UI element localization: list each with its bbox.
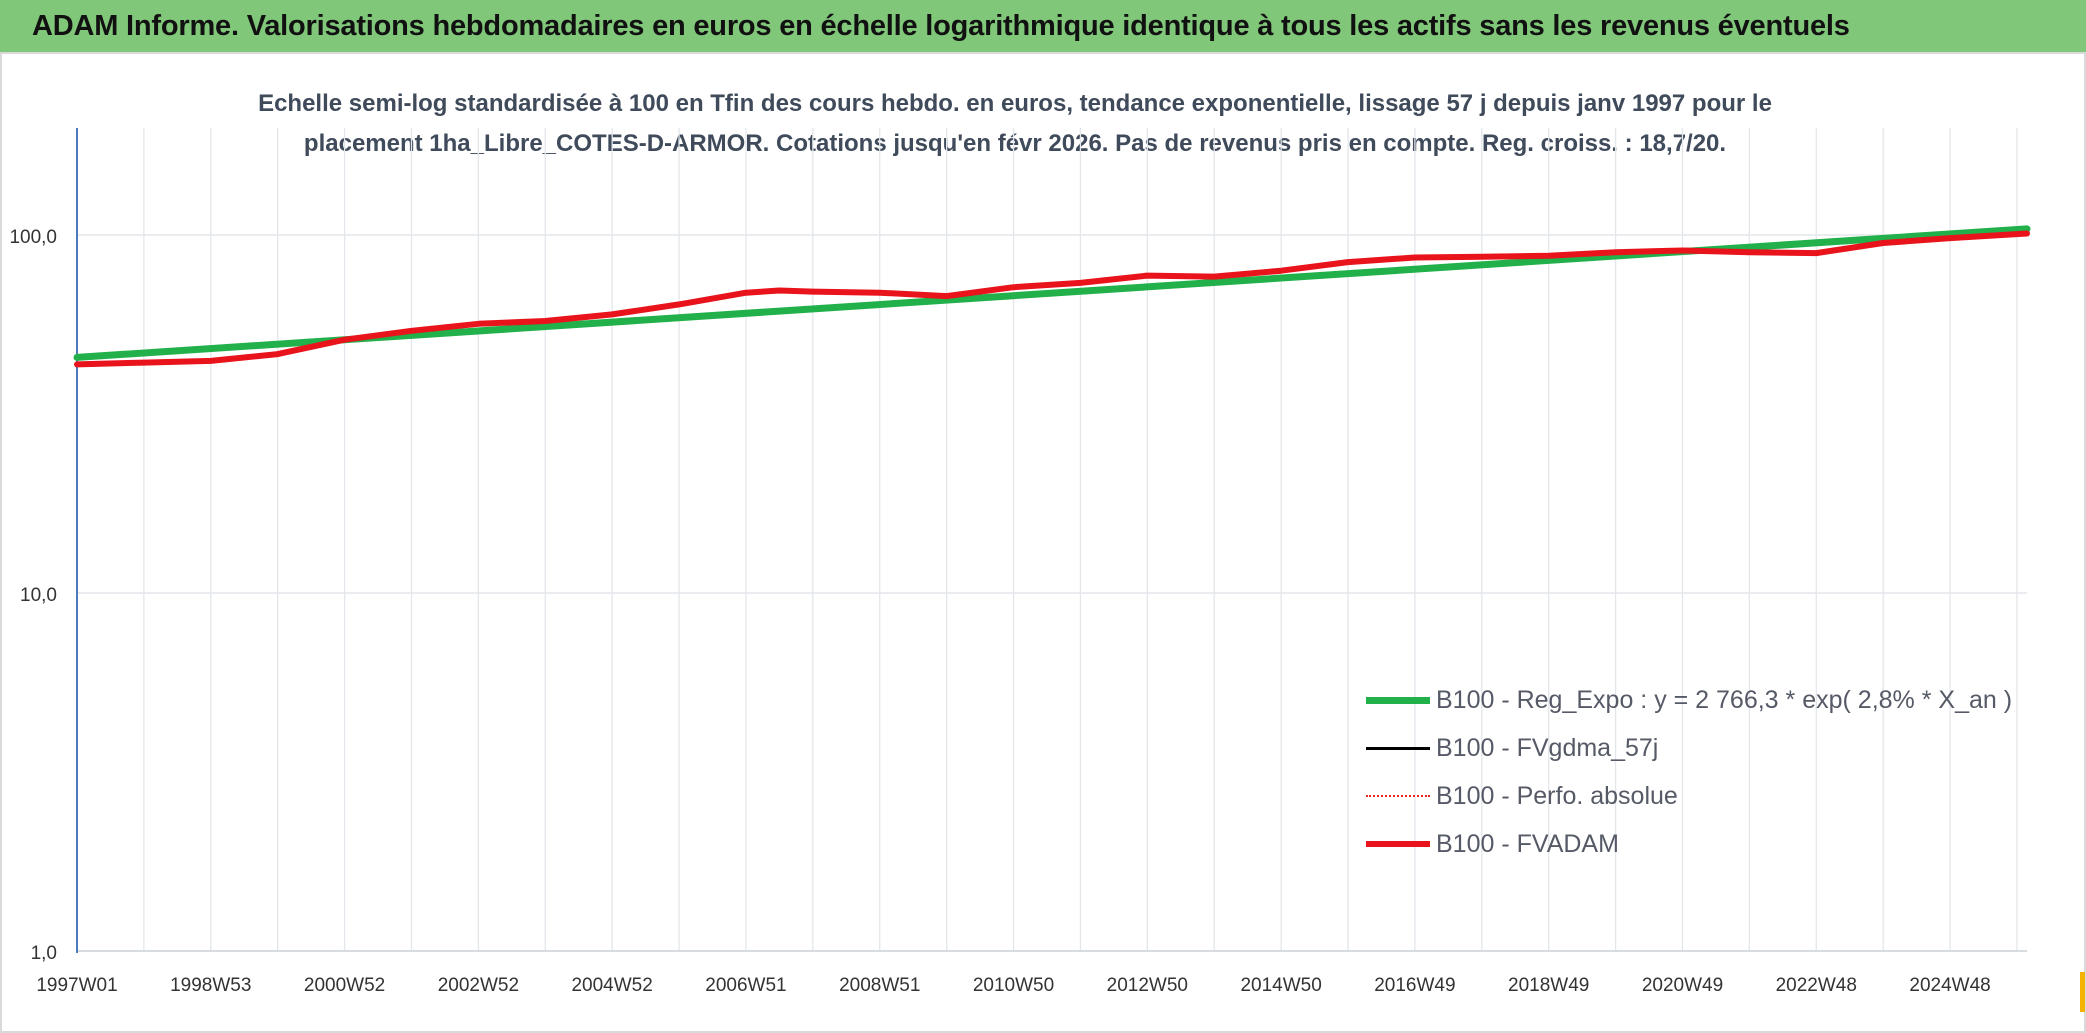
legend-swatch (1366, 786, 1430, 806)
chart-title: Echelle semi-log standardisée à 100 en T… (250, 84, 1780, 164)
legend-label: B100 - FVgdma_57j (1436, 733, 1659, 762)
legend-item: B100 - FVgdma_57j (1366, 724, 2046, 772)
chart-area (0, 52, 2086, 1033)
x-tick-label: 2024W48 (1909, 975, 1990, 996)
x-tick-label: 2014W50 (1240, 975, 1321, 996)
legend-swatch (1366, 834, 1430, 854)
legend-item: B100 - Perfo. absolue (1366, 772, 2046, 820)
x-tick-label: 2020W49 (1642, 975, 1723, 996)
report-title: ADAM Informe. Valorisations hebdomadaire… (32, 9, 1850, 42)
x-tick-label: 2006W51 (705, 975, 786, 996)
chart-title-line-1: Echelle semi-log standardisée à 100 en T… (258, 90, 1772, 117)
frame-corner-marker (2080, 972, 2085, 1012)
chart-legend: B100 - Reg_Expo : y = 2 766,3 * exp( 2,8… (1366, 676, 2046, 868)
x-tick-label: 2010W50 (973, 975, 1054, 996)
legend-item: B100 - Reg_Expo : y = 2 766,3 * exp( 2,8… (1366, 676, 2046, 724)
series-line-3 (74, 230, 2030, 368)
y-tick-label: 1,0 (31, 943, 57, 964)
x-tick-label: 1997W01 (36, 975, 117, 996)
chart-title-line-2: placement 1ha_Libre_COTES-D-ARMOR. Cotat… (303, 130, 1727, 157)
x-tick-label: 2000W52 (304, 975, 385, 996)
x-tick-label: 2016W49 (1374, 975, 1455, 996)
x-tick-label: 1998W53 (170, 975, 251, 996)
x-tick-label: 2004W52 (571, 975, 652, 996)
y-tick-label: 100,0 (9, 227, 57, 248)
x-tick-label: 2008W51 (839, 975, 920, 996)
x-tick-label: 2012W50 (1107, 975, 1188, 996)
legend-label: B100 - Perfo. absolue (1436, 781, 1678, 810)
x-tick-label: 2018W49 (1508, 975, 1589, 996)
legend-swatch (1366, 690, 1430, 710)
report-header: ADAM Informe. Valorisations hebdomadaire… (0, 0, 2086, 52)
legend-swatch (1366, 738, 1430, 758)
legend-item: B100 - FVADAM (1366, 820, 2046, 868)
y-tick-label: 10,0 (20, 585, 57, 606)
legend-label: B100 - FVADAM (1436, 829, 1619, 858)
legend-label: B100 - Reg_Expo : y = 2 766,3 * exp( 2,8… (1436, 685, 2013, 714)
x-tick-label: 2022W48 (1776, 975, 1857, 996)
x-tick-label: 2002W52 (438, 975, 519, 996)
